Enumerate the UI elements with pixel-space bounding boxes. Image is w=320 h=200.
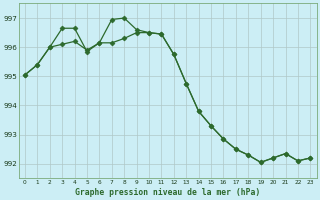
X-axis label: Graphe pression niveau de la mer (hPa): Graphe pression niveau de la mer (hPa) bbox=[75, 188, 260, 197]
